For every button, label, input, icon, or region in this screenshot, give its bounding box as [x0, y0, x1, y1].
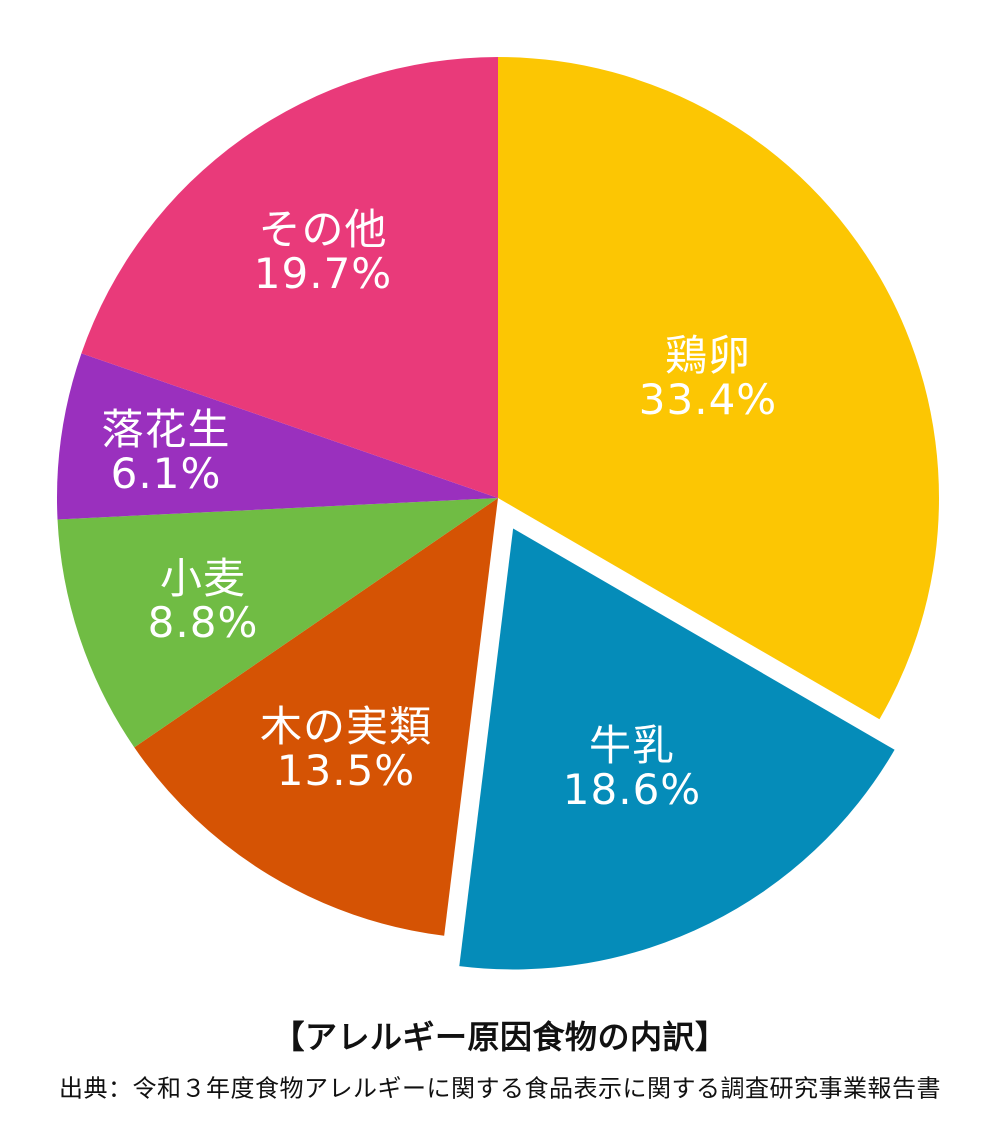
- pie-slice-others: [81, 57, 498, 498]
- slice-name: 木の実類: [259, 701, 433, 751]
- slice-name: 落花生: [101, 404, 231, 454]
- slice-name: 牛乳: [588, 720, 675, 770]
- slice-name: 鶏卵: [664, 330, 751, 380]
- pie-slice-peanut: [57, 353, 498, 520]
- slice-percent: 19.7%: [253, 249, 393, 298]
- slice-label-tree-nuts: 木の実類 13.5%: [259, 701, 433, 795]
- chart-title: 【アレルギー原因食物の内訳】: [272, 1018, 728, 1056]
- pie-slice-milk: [459, 528, 895, 970]
- pie-slice-egg: [498, 57, 939, 720]
- slice-name: その他: [258, 204, 388, 254]
- slice-percent: 33.4%: [638, 375, 778, 424]
- pie-slice-wheat: [57, 498, 498, 748]
- slice-label-egg: 鶏卵 33.4%: [638, 330, 778, 424]
- slice-name: 小麦: [159, 553, 247, 603]
- source-caption: 出典：令和３年度食物アレルギーに関する食品表示に関する調査研究事業報告書: [59, 1074, 941, 1103]
- slice-percent: 18.6%: [562, 765, 702, 814]
- slice-percent: 8.8%: [147, 598, 259, 647]
- slice-percent: 13.5%: [276, 746, 416, 795]
- slice-percent: 6.1%: [110, 449, 222, 498]
- slice-label-others: その他 19.7%: [253, 204, 393, 298]
- slice-label-peanut: 落花生 6.1%: [101, 404, 231, 498]
- slice-label-wheat: 小麦 8.8%: [147, 553, 259, 647]
- pie-slice-nuts: [134, 498, 498, 936]
- slice-label-milk: 牛乳 18.6%: [562, 720, 702, 814]
